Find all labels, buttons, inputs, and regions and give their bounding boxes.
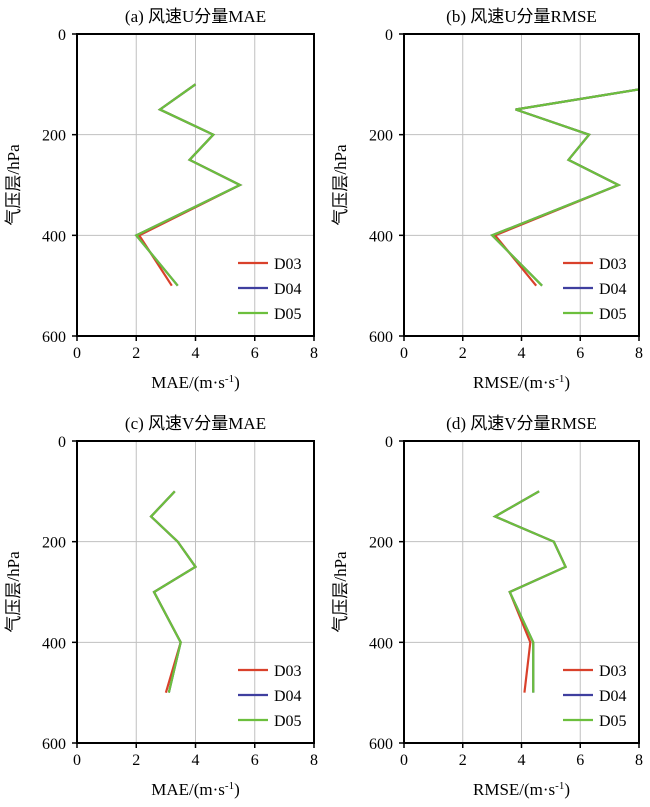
x-axis-label: MAE/(m·s-1) — [151, 780, 240, 799]
y-tick-label: 200 — [42, 128, 66, 145]
y-tick-label: 0 — [58, 434, 66, 451]
x-tick-label: 0 — [400, 752, 408, 769]
legend-label-d03: D03 — [599, 663, 627, 680]
x-tick-label: 2 — [132, 345, 140, 362]
y-tick-label: 600 — [369, 736, 393, 753]
x-tick-label: 2 — [459, 752, 467, 769]
series-line-d05 — [134, 83, 243, 287]
x-tick-label: 0 — [73, 752, 81, 769]
x-axis-label: RMSE/(m·s-1) — [473, 373, 570, 392]
series-line-d05 — [149, 490, 198, 693]
x-tick-label: 4 — [192, 345, 200, 362]
y-axis-label: 气压层/hPa — [4, 144, 23, 226]
x-axis-label-sup: -1 — [555, 373, 564, 385]
y-tick-label: 200 — [369, 535, 393, 552]
x-axis-label-sup: -1 — [555, 780, 564, 792]
x-tick-label: 6 — [576, 752, 584, 769]
y-tick-label: 400 — [42, 228, 66, 245]
legend-label-d05: D05 — [599, 306, 627, 323]
y-tick-label: 400 — [369, 635, 393, 652]
legend-label-d05: D05 — [274, 713, 302, 730]
x-axis-label-main: MAE/(m·s — [151, 780, 225, 799]
series-line-d05 — [490, 88, 639, 287]
y-axis-label: 气压层/hPa — [331, 551, 350, 633]
y-tick-label: 400 — [369, 228, 393, 245]
x-axis-label-end: ) — [564, 373, 570, 392]
x-axis-label-sup: -1 — [225, 373, 234, 385]
legend-label-d04: D04 — [599, 688, 627, 705]
x-tick-label: 8 — [635, 752, 643, 769]
x-axis-label-end: ) — [564, 780, 570, 799]
x-tick-label: 6 — [251, 752, 259, 769]
x-tick-label: 8 — [635, 345, 643, 362]
chart-panel-4: 0 2 4 6 8 0 200 400 600 (d) 风速V分量RMSE RMSE/(m·s-1)… — [331, 414, 643, 799]
chart-title: (d) 风速V分量RMSE — [446, 414, 597, 433]
series-line-d03 — [137, 83, 243, 287]
x-tick-label: 4 — [518, 752, 526, 769]
y-tick-label: 400 — [42, 635, 66, 652]
x-tick-label: 6 — [251, 345, 259, 362]
x-tick-label: 4 — [192, 752, 200, 769]
x-tick-label: 2 — [459, 345, 467, 362]
legend-label-d03: D03 — [599, 256, 627, 273]
y-tick-label: 600 — [42, 736, 66, 753]
x-tick-label: 4 — [518, 345, 526, 362]
legend-label-d04: D04 — [274, 281, 302, 298]
chart-panel-2: 0 2 4 6 8 0 200 400 600 (b) 风速U分量RMSE RMSE/(m·s-1)… — [331, 7, 643, 392]
x-axis-label-main: MAE/(m·s — [151, 373, 225, 392]
legend-label-d04: D04 — [274, 688, 302, 705]
y-tick-label: 600 — [369, 329, 393, 346]
x-axis-label: RMSE/(m·s-1) — [473, 780, 570, 799]
y-tick-label: 600 — [42, 329, 66, 346]
x-tick-label: 8 — [310, 345, 318, 362]
chart-title: (b) 风速U分量RMSE — [446, 7, 597, 26]
x-axis-label-end: ) — [234, 780, 240, 799]
legend-label-d03: D03 — [274, 256, 302, 273]
x-axis-label: MAE/(m·s-1) — [151, 373, 240, 392]
x-tick-label: 8 — [310, 752, 318, 769]
x-axis-label-main: RMSE/(m·s — [473, 373, 555, 392]
x-axis-label-main: RMSE/(m·s — [473, 780, 555, 799]
y-axis-label: 气压层/hPa — [331, 144, 350, 226]
chart-panel-1: 0 2 4 6 8 0 200 400 600 (a) 风速U分量MAE MAE/(m·s-1) 气压… — [4, 7, 318, 392]
legend-label-d05: D05 — [274, 306, 302, 323]
series-line-d05 — [492, 490, 568, 693]
y-tick-label: 200 — [369, 128, 393, 145]
y-axis-label: 气压层/hPa — [4, 551, 23, 633]
x-tick-label: 0 — [400, 345, 408, 362]
y-tick-label: 0 — [385, 434, 393, 451]
legend-label-d03: D03 — [274, 663, 302, 680]
x-tick-label: 6 — [576, 345, 584, 362]
chart-title: (a) 风速U分量MAE — [125, 7, 266, 26]
y-tick-label: 0 — [58, 27, 66, 44]
x-tick-label: 2 — [132, 752, 140, 769]
chart-panel-3: 0 2 4 6 8 0 200 400 600 (c) 风速V分量MAE MAE/(m·s-1) 气压… — [4, 414, 318, 799]
x-axis-label-sup: -1 — [225, 780, 234, 792]
y-tick-label: 200 — [42, 535, 66, 552]
legend-label-d05: D05 — [599, 713, 627, 730]
chart-title: (c) 风速V分量MAE — [125, 414, 266, 433]
x-axis-label-end: ) — [234, 373, 240, 392]
y-tick-label: 0 — [385, 27, 393, 44]
x-tick-label: 0 — [73, 345, 81, 362]
legend-label-d04: D04 — [599, 281, 627, 298]
